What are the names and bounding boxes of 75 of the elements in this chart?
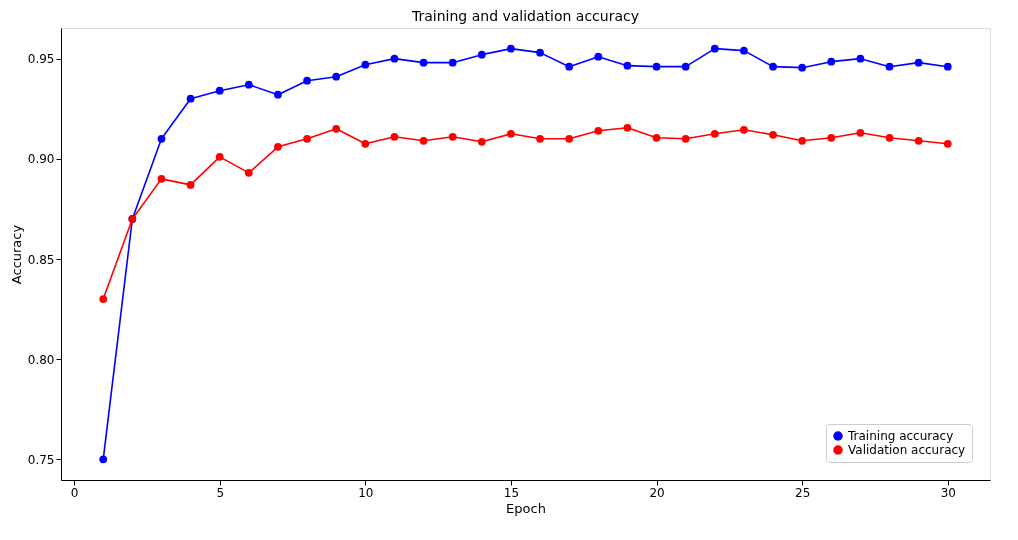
point xyxy=(943,62,952,71)
point xyxy=(885,62,894,71)
y-tick-label: 0.80 xyxy=(27,352,55,367)
point xyxy=(477,50,486,59)
point xyxy=(856,54,865,63)
point xyxy=(536,48,544,57)
point xyxy=(244,80,253,89)
x-tick-label: 25 xyxy=(795,485,811,500)
point xyxy=(332,124,341,133)
point xyxy=(827,133,836,142)
point xyxy=(303,76,311,85)
point xyxy=(536,134,544,143)
point xyxy=(914,58,923,67)
point xyxy=(507,44,515,53)
point xyxy=(652,62,661,71)
point xyxy=(943,139,952,148)
point xyxy=(274,142,282,151)
y-tick-label: 0.75 xyxy=(27,452,55,467)
point xyxy=(710,129,719,138)
point xyxy=(594,126,603,135)
point xyxy=(827,57,836,66)
point xyxy=(856,128,865,137)
chart-title: Training and validation accuracy xyxy=(410,8,640,24)
point xyxy=(361,139,370,148)
point xyxy=(157,134,166,143)
point xyxy=(99,455,108,464)
point xyxy=(740,125,748,134)
point xyxy=(594,52,603,61)
x-tick-label: 15 xyxy=(503,485,520,500)
point xyxy=(186,94,195,103)
legend-label: Validation accuracy xyxy=(848,443,966,457)
x-tick-label: 20 xyxy=(649,485,665,500)
point xyxy=(565,62,574,71)
x-tick-label: 30 xyxy=(940,485,956,500)
point xyxy=(215,86,224,95)
legend-label: Training accuracy xyxy=(847,429,954,443)
point xyxy=(448,132,457,141)
point xyxy=(798,63,807,72)
x-axis-title: Epoch xyxy=(506,500,546,516)
y-tick-label: 0.95 xyxy=(27,52,55,67)
point xyxy=(507,129,515,138)
point xyxy=(710,44,719,53)
point xyxy=(361,60,370,69)
y-tick-label: 0.90 xyxy=(27,152,55,167)
point xyxy=(652,133,661,142)
point xyxy=(244,168,253,177)
point xyxy=(419,58,428,67)
x-tick-label: 5 xyxy=(216,485,225,500)
point xyxy=(681,62,690,71)
point xyxy=(769,62,777,71)
point xyxy=(477,137,486,146)
y-axis-title: Accuracy xyxy=(8,224,24,285)
point xyxy=(99,295,108,303)
point xyxy=(215,152,224,161)
point xyxy=(740,46,748,55)
point xyxy=(565,134,574,143)
point xyxy=(186,181,195,189)
point xyxy=(798,136,807,145)
point xyxy=(390,54,399,63)
point xyxy=(623,123,632,132)
y-tick-label: 0.85 xyxy=(27,252,55,267)
point xyxy=(448,58,457,67)
point xyxy=(914,136,923,145)
x-tick-label: 10 xyxy=(358,485,374,500)
x-tick-label: 0 xyxy=(70,485,79,500)
point xyxy=(681,134,690,143)
point xyxy=(885,133,894,142)
point xyxy=(303,134,311,143)
point xyxy=(332,72,341,81)
point xyxy=(419,136,428,145)
point xyxy=(623,61,632,70)
point xyxy=(769,130,777,139)
point xyxy=(157,175,166,183)
point xyxy=(390,132,399,141)
point xyxy=(274,90,282,99)
